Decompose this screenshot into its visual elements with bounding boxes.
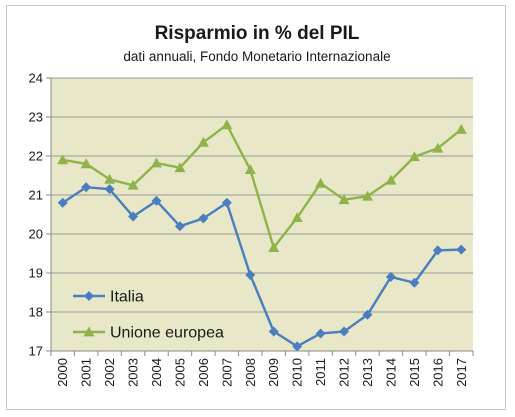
- data-point: [151, 157, 162, 168]
- x-tick-label: 2006: [196, 358, 211, 387]
- data-point: [292, 341, 303, 352]
- series-line: [62, 123, 463, 249]
- y-tick-label: 20: [29, 227, 43, 242]
- plot-area: [51, 78, 473, 351]
- x-tick-label: 2010: [290, 358, 305, 387]
- data-point: [151, 195, 162, 206]
- x-tick-label: 2014: [383, 358, 398, 387]
- data-point: [104, 173, 116, 184]
- x-tick-label: 2009: [266, 358, 281, 387]
- series-unione-europea: [57, 119, 467, 253]
- x-tick-label: 2007: [219, 358, 234, 387]
- data-point: [339, 326, 350, 337]
- data-point: [432, 142, 444, 153]
- data-point: [104, 184, 115, 195]
- x-tick-label: 2015: [407, 358, 422, 387]
- data-point: [197, 136, 209, 147]
- data-point: [245, 269, 256, 280]
- chart-frame: Risparmio in % del PIL dati annuali, Fon…: [6, 5, 506, 410]
- legend-unione-europea-marker: [83, 326, 95, 337]
- data-point: [456, 244, 467, 255]
- x-tick-label: 2011: [313, 358, 328, 386]
- data-point: [315, 177, 327, 188]
- x-tick-label: 2003: [126, 358, 141, 387]
- data-point: [221, 197, 232, 208]
- legend-marker-shape: [84, 291, 94, 301]
- y-tick-label: 22: [29, 149, 43, 164]
- data-point: [385, 174, 397, 185]
- y-tick-label: 18: [29, 305, 43, 320]
- y-tick-label: 23: [29, 110, 43, 125]
- data-point: [268, 326, 279, 337]
- y-tick-label: 21: [29, 188, 43, 203]
- data-point: [244, 164, 256, 175]
- data-point: [385, 271, 396, 282]
- x-tick-label: 2005: [172, 358, 187, 387]
- x-tick-label: 2013: [360, 358, 375, 387]
- data-point: [338, 194, 350, 205]
- legend-label-unione-europea: Unione europea: [110, 325, 224, 342]
- legend: Italia Unione europea: [73, 289, 224, 342]
- x-tick-label: 2004: [149, 358, 164, 387]
- x-tick-label: 2008: [243, 358, 258, 387]
- x-tick-label: 2017: [454, 358, 469, 387]
- chart-title: Risparmio in % del PIL: [155, 23, 360, 44]
- data-point: [432, 245, 443, 256]
- data-point: [80, 158, 92, 169]
- series-italia: [57, 182, 467, 352]
- data-point: [128, 211, 139, 222]
- x-tick-label: 2016: [430, 358, 445, 387]
- x-tick-label: 2012: [337, 358, 352, 387]
- data-point: [455, 123, 467, 134]
- data-point: [81, 182, 92, 193]
- x-tick-label: 2000: [55, 358, 70, 387]
- data-point: [174, 221, 185, 232]
- legend-label-italia: Italia: [110, 289, 144, 306]
- data-point: [409, 277, 420, 288]
- x-tick-label: 2001: [79, 358, 94, 387]
- x-axis-ticks: 2000 2001 2002 2003 2004 2005 2006 2007 2008 2009…: [50, 351, 474, 387]
- data-point: [362, 309, 373, 320]
- data-point: [198, 213, 209, 224]
- y-tick-label: 24: [29, 71, 43, 86]
- data-point: [315, 328, 326, 339]
- data-point: [268, 242, 280, 253]
- y-tick-label: 17: [29, 344, 43, 359]
- data-point: [57, 197, 68, 208]
- y-tick-label: 19: [29, 266, 43, 281]
- y-axis-ticks: 17 18 19 20 21 22 23 24: [29, 71, 51, 359]
- data-point: [127, 179, 139, 190]
- data-point: [221, 119, 233, 130]
- line-chart: Risparmio in % del PIL dati annuali, Fon…: [29, 23, 474, 387]
- x-tick-label: 2002: [102, 358, 117, 387]
- data-point: [291, 212, 303, 223]
- data-point: [57, 154, 69, 165]
- gridlines: [51, 77, 473, 313]
- data-point: [362, 190, 373, 201]
- series: [57, 119, 467, 352]
- chart-subtitle: dati annuali, Fondo Monetario Internazio…: [123, 49, 390, 64]
- data-point: [174, 162, 186, 173]
- legend-marker-shape: [83, 326, 95, 337]
- data-point: [408, 151, 420, 162]
- legend-italia-marker: [84, 291, 94, 301]
